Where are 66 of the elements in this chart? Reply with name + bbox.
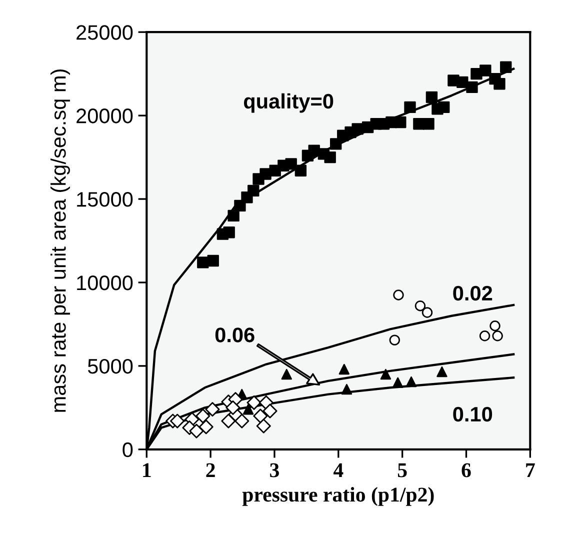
y-tick-label: 0 <box>122 442 133 458</box>
point <box>492 330 503 342</box>
point <box>324 151 336 164</box>
x-tick-label: 5 <box>398 463 407 478</box>
x-tick-label: 6 <box>462 463 471 478</box>
annotation: 0.02 <box>453 286 492 301</box>
y-tick-label: 25000 <box>76 25 133 40</box>
point <box>234 414 250 428</box>
x-tick-label: 3 <box>270 463 279 478</box>
x-tick-label: 2 <box>206 463 215 478</box>
point <box>394 116 406 128</box>
x-tick-label: 4 <box>333 463 344 478</box>
point <box>393 290 404 300</box>
point <box>189 424 204 438</box>
y-axis-title: mass rate per unit area (kg/sec.sq m) <box>50 70 70 412</box>
point <box>352 123 364 135</box>
point <box>436 366 448 378</box>
point <box>207 254 219 267</box>
y-tick-label: 20000 <box>76 108 133 124</box>
point <box>380 368 392 380</box>
point <box>479 330 490 342</box>
annotation: quality=0 <box>244 93 334 113</box>
point <box>338 364 350 375</box>
point <box>221 414 236 428</box>
point <box>205 402 220 417</box>
point <box>228 210 240 222</box>
point <box>223 226 235 238</box>
point <box>500 61 512 73</box>
y-tick-label: 15000 <box>77 192 133 207</box>
x-axis-title: pressure ratio (p1/p2) <box>242 487 434 506</box>
point <box>285 158 297 170</box>
point <box>246 395 262 410</box>
point <box>248 184 260 197</box>
x-tick-label: 1 <box>143 463 151 478</box>
point <box>414 300 426 312</box>
point <box>253 408 268 424</box>
point <box>281 368 292 380</box>
point <box>242 404 254 415</box>
point <box>260 168 272 180</box>
point <box>170 414 185 428</box>
point <box>404 101 416 114</box>
point <box>341 384 352 395</box>
annotation: 0.06 <box>215 328 254 342</box>
point <box>262 404 278 418</box>
point <box>392 377 404 388</box>
point <box>438 101 450 114</box>
point <box>406 376 417 388</box>
y-tick-label: 10000 <box>77 275 133 290</box>
point <box>490 320 500 332</box>
point <box>422 307 433 318</box>
point <box>294 164 307 176</box>
x-tick-label: 7 <box>526 463 535 478</box>
point <box>226 400 240 415</box>
point <box>494 78 506 90</box>
point <box>256 418 271 434</box>
point <box>422 118 434 130</box>
point <box>196 408 210 424</box>
point <box>466 81 478 94</box>
point <box>198 420 214 434</box>
y-tick-label: 5000 <box>88 358 133 374</box>
point <box>426 91 438 104</box>
point <box>480 64 492 76</box>
point <box>197 256 209 268</box>
annotation: 0.10 <box>453 406 492 422</box>
point <box>234 200 246 212</box>
point <box>389 334 400 346</box>
